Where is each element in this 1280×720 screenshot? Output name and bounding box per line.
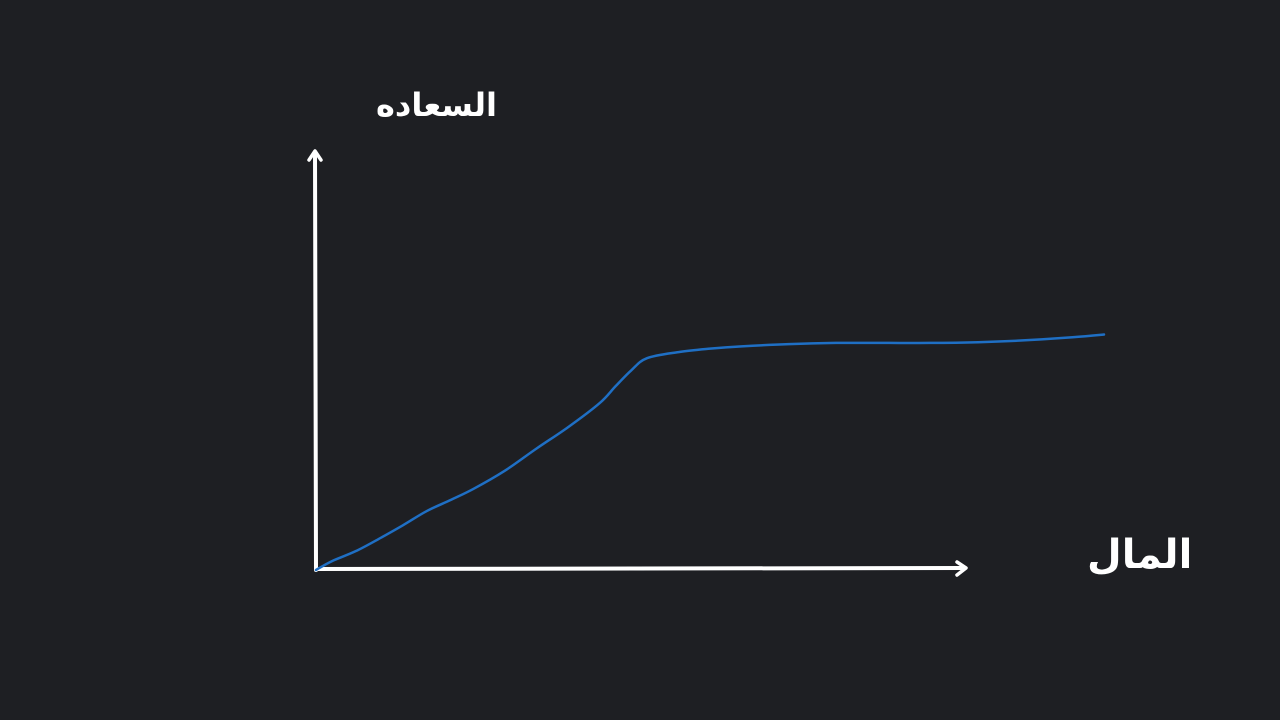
x-axis (314, 566, 967, 571)
axes (307, 149, 968, 577)
y-axis (313, 150, 318, 572)
y-axis-arrowhead (307, 149, 323, 162)
x-axis-label: المال (1087, 532, 1192, 578)
happiness-money-curve (314, 333, 1106, 572)
x-axis-arrowhead (955, 560, 968, 577)
y-axis-label: السعاده (376, 86, 497, 124)
